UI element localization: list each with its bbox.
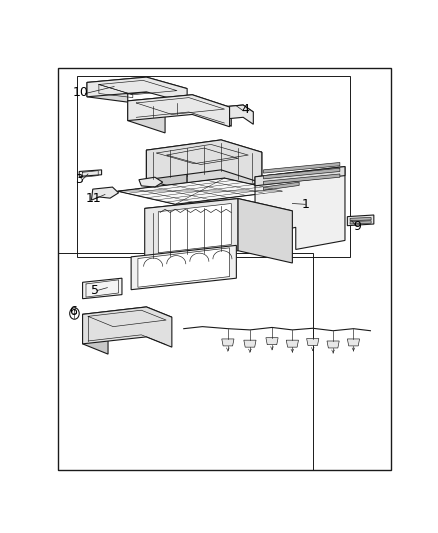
Bar	[77, 76, 350, 257]
Polygon shape	[264, 163, 340, 173]
Polygon shape	[146, 140, 262, 183]
Text: 6: 6	[70, 304, 78, 318]
Polygon shape	[222, 339, 234, 346]
Polygon shape	[131, 245, 237, 290]
Polygon shape	[87, 77, 187, 94]
Polygon shape	[87, 83, 128, 102]
Polygon shape	[128, 95, 230, 113]
Polygon shape	[307, 338, 319, 345]
Polygon shape	[221, 105, 253, 124]
Text: 1: 1	[302, 198, 310, 211]
Polygon shape	[350, 217, 371, 221]
Polygon shape	[327, 341, 339, 348]
Polygon shape	[139, 177, 162, 187]
Polygon shape	[146, 150, 187, 191]
Polygon shape	[83, 307, 172, 347]
Polygon shape	[87, 77, 187, 103]
Text: 10: 10	[72, 86, 88, 99]
Polygon shape	[286, 340, 298, 347]
Polygon shape	[266, 338, 278, 345]
Polygon shape	[128, 101, 165, 133]
Polygon shape	[255, 166, 345, 249]
Polygon shape	[145, 199, 238, 261]
Polygon shape	[350, 221, 371, 224]
Polygon shape	[138, 248, 230, 287]
Polygon shape	[255, 166, 345, 186]
Text: 11: 11	[86, 192, 102, 205]
Polygon shape	[92, 187, 119, 200]
Polygon shape	[158, 204, 231, 253]
Polygon shape	[83, 307, 172, 325]
Polygon shape	[238, 199, 293, 263]
Polygon shape	[79, 170, 102, 176]
Polygon shape	[187, 152, 262, 191]
Polygon shape	[264, 182, 299, 190]
Polygon shape	[264, 168, 340, 179]
Polygon shape	[117, 178, 282, 204]
Polygon shape	[244, 340, 256, 347]
Polygon shape	[83, 278, 122, 298]
Text: 4: 4	[241, 103, 249, 116]
Bar	[58, 253, 313, 470]
Polygon shape	[221, 107, 231, 126]
Polygon shape	[264, 174, 340, 184]
Text: 3: 3	[75, 173, 83, 186]
Polygon shape	[145, 199, 293, 221]
Text: 9: 9	[353, 220, 361, 232]
Polygon shape	[146, 140, 262, 163]
Polygon shape	[83, 314, 108, 354]
Polygon shape	[221, 105, 253, 114]
Polygon shape	[347, 215, 374, 225]
Text: 5: 5	[92, 284, 99, 297]
Polygon shape	[128, 95, 230, 127]
Polygon shape	[347, 339, 360, 346]
